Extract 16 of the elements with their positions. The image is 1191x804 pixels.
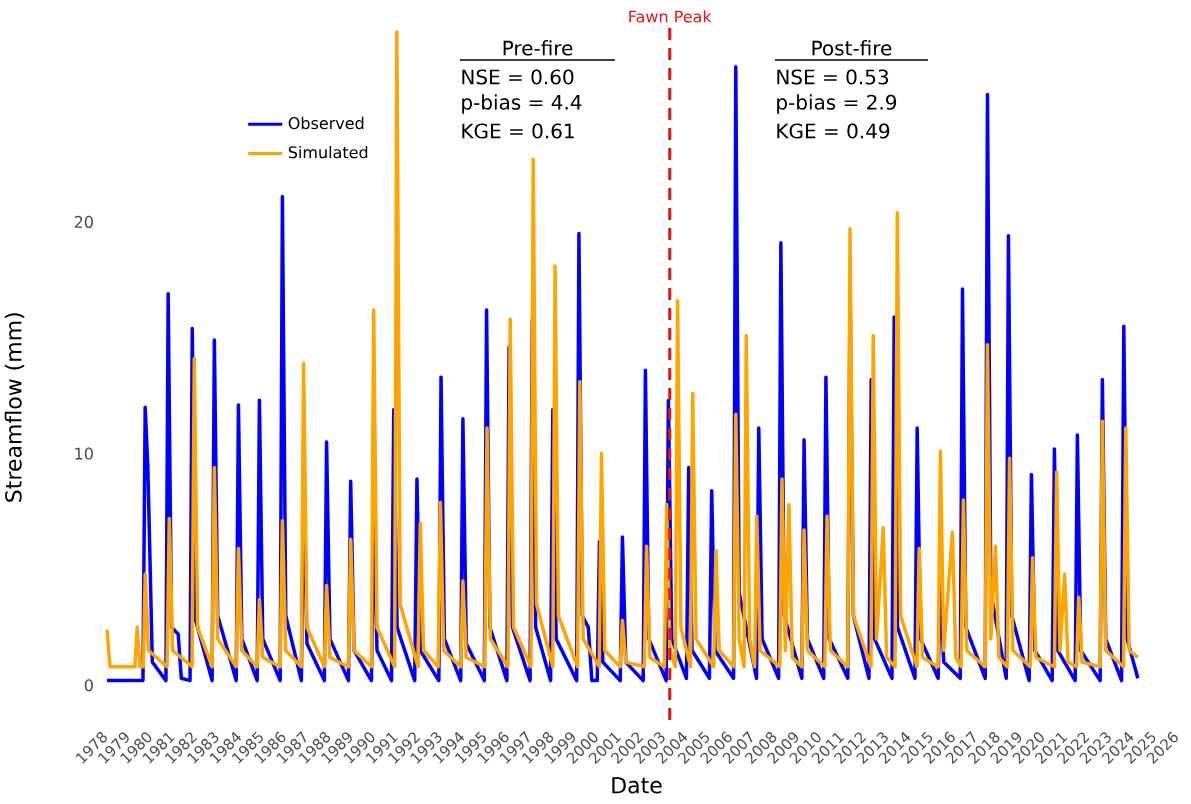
legend-label: Observed (288, 116, 364, 130)
annotation: p-bias = 2.9 (777, 94, 897, 114)
y-tick-label: 0 (84, 679, 93, 692)
annotation: Pre-fire (503, 40, 573, 56)
y-tick-label: 20 (74, 215, 93, 228)
y-tick-label: 10 (75, 447, 93, 460)
annotation: p-bias = 4.4 (462, 94, 582, 114)
annotation: NSE = 0.60 (462, 69, 574, 85)
annotation: Post-fire (812, 40, 892, 56)
y-axis-title: Streamflow (mm) (4, 313, 25, 502)
legend-label: Simulated (288, 145, 368, 159)
ref-line-label: Fawn Peak (629, 10, 712, 23)
annotation: KGE = 0.61 (462, 123, 574, 139)
annotation: NSE = 0.53 (777, 69, 889, 85)
x-axis-title: Date (612, 777, 662, 794)
annotation: KGE = 0.49 (777, 123, 890, 139)
